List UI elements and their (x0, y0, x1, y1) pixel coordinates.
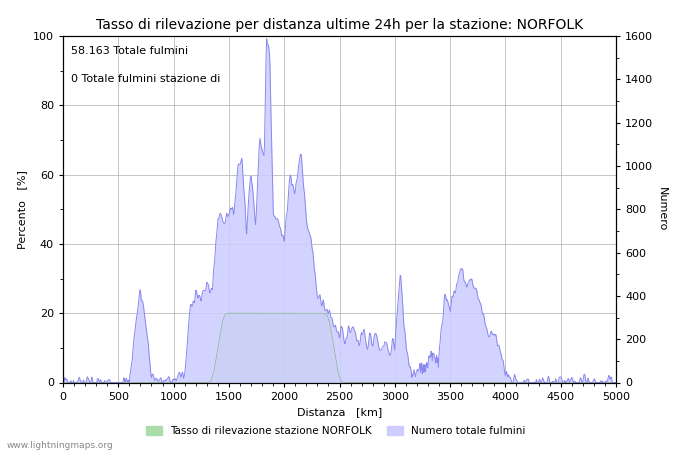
Text: 58.163 Totale fulmini: 58.163 Totale fulmini (71, 46, 188, 56)
Y-axis label: Numero: Numero (657, 187, 667, 231)
Legend: Tasso di rilevazione stazione NORFOLK, Numero totale fulmini: Tasso di rilevazione stazione NORFOLK, N… (142, 422, 530, 440)
X-axis label: Distanza   [km]: Distanza [km] (297, 407, 382, 417)
Y-axis label: Percento   [%]: Percento [%] (18, 170, 27, 249)
Text: www.lightningmaps.org: www.lightningmaps.org (7, 441, 113, 450)
Text: 0 Totale fulmini stazione di: 0 Totale fulmini stazione di (71, 74, 220, 84)
Title: Tasso di rilevazione per distanza ultime 24h per la stazione: NORFOLK: Tasso di rilevazione per distanza ultime… (96, 18, 583, 32)
